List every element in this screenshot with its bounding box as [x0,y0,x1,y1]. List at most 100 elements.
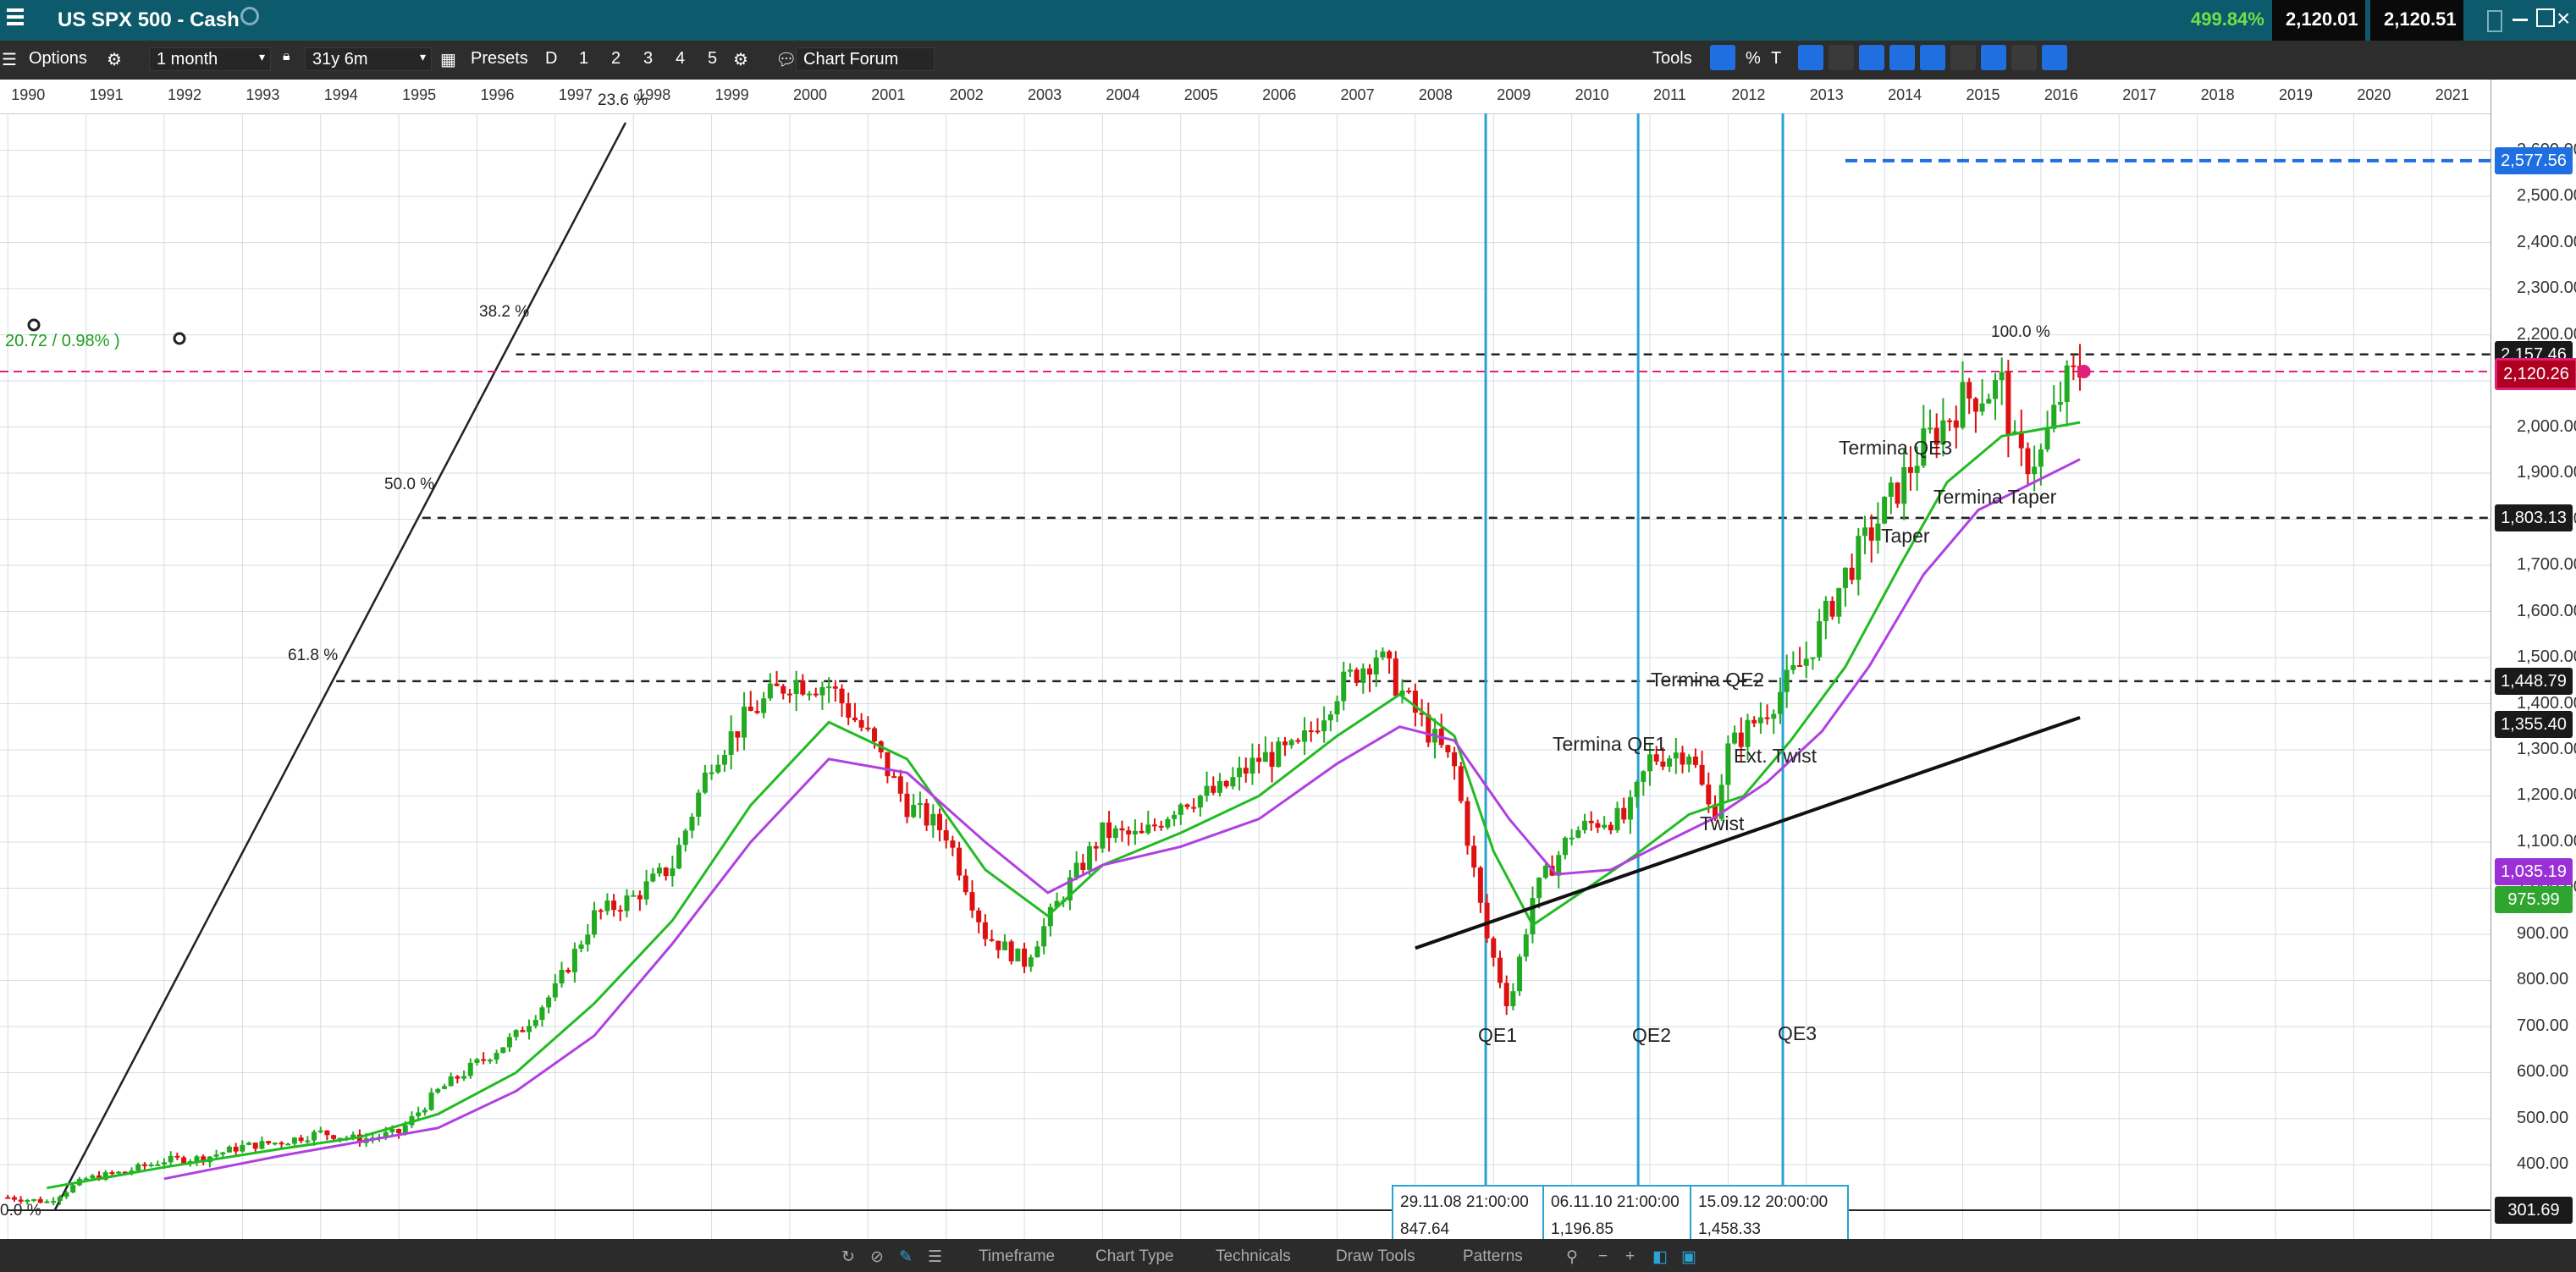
fib-tool-icon[interactable] [1829,45,1854,70]
candle-body [663,867,669,877]
candle-body [1895,482,1900,504]
tab-draw-tools[interactable]: Draw Tools [1336,1247,1415,1265]
hamburger-icon[interactable] [7,8,24,12]
settings-icon[interactable] [171,330,188,347]
chat-icon[interactable]: 💬︎ [775,51,797,69]
options-button[interactable]: Options [29,49,87,68]
preset-2[interactable]: 2 [611,49,621,68]
search-icon[interactable] [240,7,259,25]
chart-forum-button[interactable]: Chart Forum [796,47,935,71]
candle-body [109,1172,115,1175]
tab-chart-type[interactable]: Chart Type [1095,1247,1174,1265]
preset-d[interactable]: D [545,49,558,68]
preset-1[interactable]: 1 [579,49,589,68]
candle-body [233,1146,239,1152]
settings-icon[interactable] [25,317,42,333]
candle-body [1178,804,1183,815]
candle-body [246,1143,252,1145]
candle-body [1387,651,1393,659]
candle-body [2025,448,2031,475]
pitchfork-tool-icon[interactable] [1920,45,1945,70]
candle-body [1829,600,1835,617]
candle-body [976,910,982,922]
tab-timeframe[interactable]: Timeframe [979,1247,1056,1265]
preset-settings-icon[interactable]: ⚙ [733,51,748,69]
range-select[interactable]: 31y 6m ▾ [305,47,432,71]
tile-icon[interactable] [2487,10,2502,32]
candle-body [781,686,786,694]
candle-body [1588,820,1594,823]
interval-select[interactable]: 1 month ▾ [149,47,271,71]
buy-price-box[interactable]: 2,120.51 [2370,0,2463,41]
candle-body [1882,497,1888,524]
candle-body [1295,740,1301,742]
fit-icon[interactable]: ◧ [1652,1248,1668,1266]
calendar-icon[interactable]: ▦ [440,51,456,69]
candle-body [1093,845,1099,849]
candle-body [1732,732,1738,744]
candle-body [936,813,942,831]
candle-body [1764,717,1770,719]
channel-tool-icon[interactable] [1889,45,1915,70]
brush-tool-icon[interactable] [2042,45,2067,70]
candle-body [324,1130,330,1136]
candle-body [917,803,923,806]
zoom-out-icon[interactable]: − [1598,1247,1608,1265]
zoom-in-icon[interactable]: + [1625,1247,1636,1265]
candle-body [539,1007,545,1021]
layers-icon[interactable]: ☰ [928,1248,943,1266]
preset-4[interactable]: 4 [676,49,686,68]
price-chart[interactable] [0,113,2491,1239]
candle-tool-icon[interactable] [1859,45,1884,70]
candle-body [1634,781,1640,797]
screenshot-icon[interactable]: ▣ [1681,1248,1696,1266]
grid-tool-icon[interactable] [1798,45,1823,70]
minimize-icon[interactable] [2513,19,2528,21]
candle-body [298,1137,304,1142]
y-tick-label: 700.00 [2517,1016,2569,1035]
y-tick-label: 1,500.00 [2517,647,2576,666]
candle-body [1595,823,1601,828]
crosshair-tool-icon[interactable] [1710,45,1735,70]
candle-body [1712,804,1718,819]
y-tick-label: 1,300.00 [2517,739,2576,758]
candle-body [747,706,753,712]
text-tool-icon[interactable]: T [1771,49,1782,68]
price-tag: 1,448.79 [2495,667,2573,695]
x-tick-label: 2016 [2044,86,2078,103]
percent-tool[interactable]: % [1746,49,1761,68]
rectangle-tool-icon[interactable] [1981,45,2006,70]
lock-icon[interactable]: 🔒︎ [283,49,290,63]
candle-body [1165,818,1171,828]
y-tick-label: 2,500.00 [2517,186,2576,206]
range-value: 31y 6m [312,50,368,69]
tab-patterns[interactable]: Patterns [1463,1247,1523,1265]
candle-body [1960,382,1966,428]
restore-icon[interactable] [2536,8,2555,27]
candle-body [1360,668,1366,683]
candle-body [1842,567,1848,588]
preset-5[interactable]: 5 [708,49,718,68]
menu-icon[interactable]: ☰ [2,51,17,69]
instrument-title: US SPX 500 - Cash [58,8,240,31]
x-tick-label: 2010 [1575,86,1609,103]
candle-body [389,1129,395,1132]
candle-body [168,1155,174,1163]
zoom-icon[interactable]: ⚲ [1566,1248,1578,1266]
title-bar: US SPX 500 - Cash 499.84% 2,120.01 2,120… [0,0,2576,41]
candle-body [1211,785,1216,793]
refresh-icon[interactable]: ↻ [841,1248,855,1266]
candle-body [1152,824,1158,827]
price-tag: 975.99 [2495,885,2573,913]
pencil-icon[interactable]: ✎ [899,1248,913,1266]
tab-technicals[interactable]: Technicals [1216,1247,1291,1265]
candle-body [1653,754,1659,762]
no-icon[interactable]: ⊘ [870,1248,884,1266]
gann-tool-icon[interactable] [1950,45,1976,70]
candle-body [702,772,708,793]
preset-3[interactable]: 3 [643,49,654,68]
gear-icon[interactable]: ⚙ [107,51,122,69]
sell-price-box[interactable]: 2,120.01 [2272,0,2365,41]
close-icon[interactable]: × [2557,5,2571,31]
print-icon[interactable] [2011,45,2037,70]
